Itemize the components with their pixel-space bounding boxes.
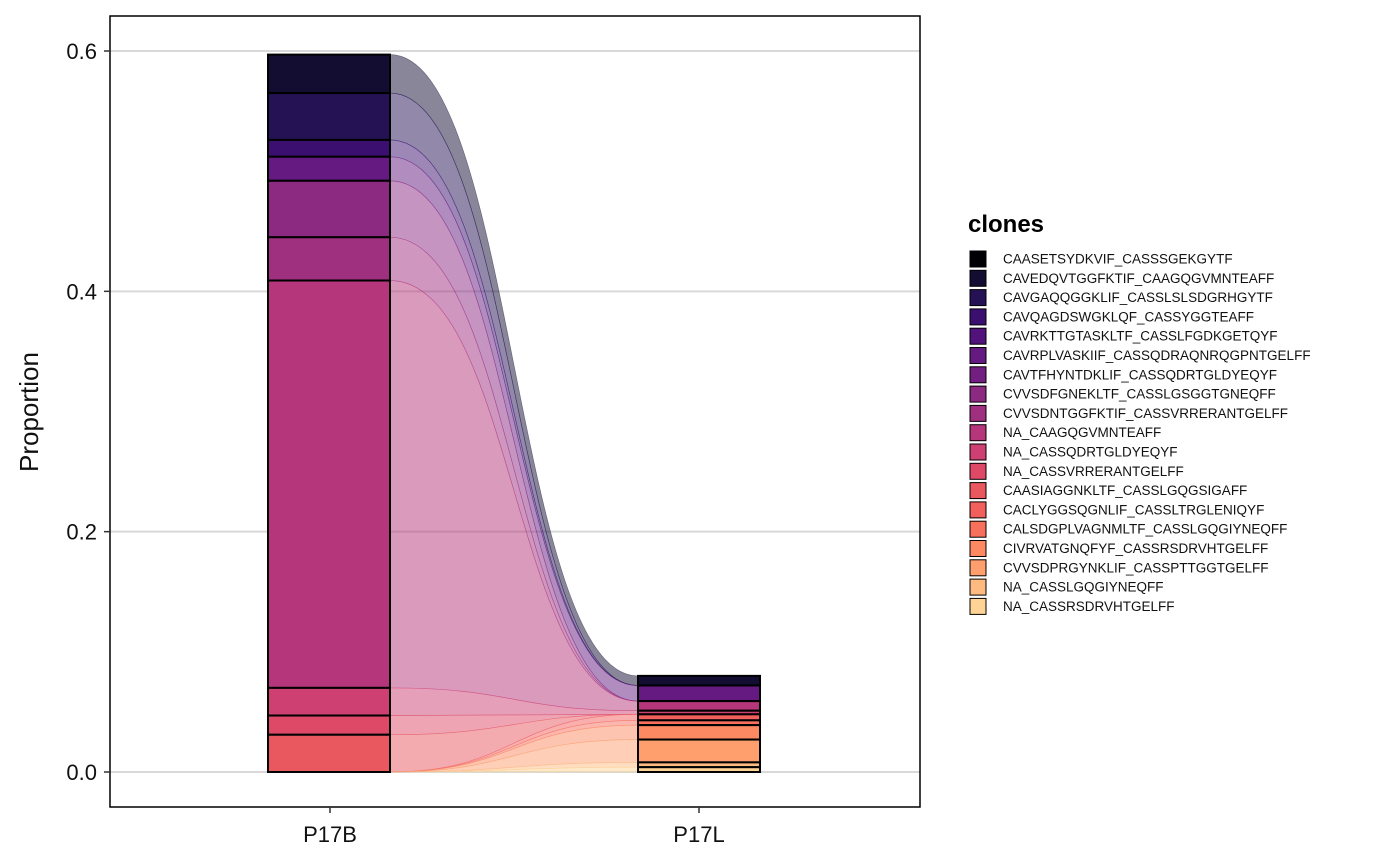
x-tick-label: P17B xyxy=(303,822,357,847)
legend-label: CAVTFHYNTDKLIF_CASSQDRTGLDYEQYF xyxy=(1003,367,1277,382)
legend-swatch xyxy=(969,424,987,442)
y-tick-label: 0.0 xyxy=(66,760,97,785)
legend-swatch xyxy=(969,366,987,384)
legend-label: NA_CASSVRRERANTGELFF xyxy=(1003,464,1184,479)
bar-segment-P17B-CAVGAQQGGKLIF_CASSLSLSDGRHGYTF xyxy=(267,92,391,141)
legend-swatch xyxy=(969,269,987,287)
x-tick-label: P17L xyxy=(673,822,724,847)
y-axis-title: Proportion xyxy=(14,352,44,472)
legend-swatch xyxy=(969,540,987,557)
legend-label: NA_CAAGQGVMNTEAFF xyxy=(1003,425,1161,440)
bar-segment-P17B-NA_CAAGQGVMNTEAFF xyxy=(267,279,391,689)
legend-label: CIVRVATGNQFYF_CASSRSDRVHTGELFF xyxy=(1003,541,1268,556)
bar-segment-P17L-CVVSDPRGYNKLIF_CASSPTTGGTGELFF xyxy=(637,738,761,764)
bar-segment-P17B-CAVEDQVTGGFKTIF_CAAGQGVMNTEAFF xyxy=(267,53,391,95)
legend-label: NA_CASSLGQGIYNEQFF xyxy=(1003,580,1164,595)
legend-label: CVVSDNTGGFKTIF_CASSVRRERANTGELFF xyxy=(1003,406,1288,421)
legend-title: clones xyxy=(968,211,1044,238)
legend-label: CAVEDQVTGGFKTIF_CAAGQGVMNTEAFF xyxy=(1003,271,1274,286)
bar-segment-P17L-NA_CAAGQGVMNTEAFF xyxy=(637,700,761,712)
legend-swatch xyxy=(969,520,987,538)
flow-NA_CAAGQGVMNTEAFF xyxy=(389,280,639,712)
plot-panel-border xyxy=(109,15,921,808)
legend-swatch xyxy=(969,597,987,615)
legend-label: CAVQAGDSWGKLQF_CASSYGGTEAFF xyxy=(1003,309,1254,324)
legend-swatch xyxy=(969,462,987,480)
bar-segment-P17L-CIVRVATGNQFYF_CASSRSDRVHTGELFF xyxy=(637,724,761,741)
legend-label: CALSDGPLVAGNMLTF_CASSLGQGIYNEQFF xyxy=(1003,522,1287,537)
legend-label: NA_CASSRSDRVHTGELFF xyxy=(1003,599,1175,614)
alluvial-flows xyxy=(389,54,639,773)
bar-segment-P17L-NA_CASSRSDRVHTGELFF xyxy=(637,766,761,774)
legend-swatch xyxy=(969,347,987,364)
legend-label: CACLYGGSQGNLIF_CASSLTRGLENIQYF xyxy=(1003,502,1264,517)
legend-swatch xyxy=(969,559,987,577)
legend-swatch xyxy=(969,385,987,403)
bar-segment-P17B-CVVSDNTGGFKTIF_CASSVRRERANTGELFF xyxy=(267,236,391,282)
bar-segment-P17B-CAVQAGDSWGKLQF_CASSYGGTEAFF xyxy=(267,138,391,158)
bar-segment-P17B-NA_CASSQDRTGLDYEQYF xyxy=(267,686,391,717)
y-tick-label: 0.2 xyxy=(66,520,97,545)
legend-swatch xyxy=(969,250,987,268)
legend-swatch xyxy=(969,308,987,326)
legend-swatch xyxy=(969,501,987,519)
bar-segment-P17L-CAVEDQVTGGFKTIF_CAAGQGVMNTEAFF xyxy=(637,674,761,687)
legend-label: CAVRPLVASKIIF_CASSQDRAQNRQGPNTGELFF xyxy=(1003,348,1311,363)
y-axis: 0.0 0.2 0.4 0.6 xyxy=(66,39,110,785)
legend-swatch xyxy=(969,482,987,500)
legend-swatch xyxy=(969,404,987,422)
bar-segment-P17B-CAVRPLVASKIIF_CASSQDRAQNRQGPNTGELFF xyxy=(267,155,391,182)
legend-swatch xyxy=(969,289,987,307)
x-axis: P17B P17L xyxy=(303,807,725,847)
bar-segment-P17B-CAASIAGGNKLTF_CASSLGQGSIGAFF xyxy=(267,733,391,774)
legend-label: CVVSDPRGYNKLIF_CASSPTTGGTGELFF xyxy=(1003,560,1269,575)
legend-swatch xyxy=(969,327,987,345)
legend-swatch xyxy=(969,443,987,461)
legend-label: NA_CASSQDRTGLDYEQYF xyxy=(1003,445,1178,460)
stacked-bars xyxy=(267,53,761,774)
legend-swatch xyxy=(969,578,987,596)
y-tick-label: 0.6 xyxy=(66,39,97,64)
legend-label: CVVSDFGNEKLTF_CASSLGSGGTGNEQFF xyxy=(1003,387,1276,402)
legend-label: CAASETSYDKVIF_CASSSGEKGYTF xyxy=(1003,252,1233,267)
bar-segment-P17L-CAVRPLVASKIIF_CASSQDRAQNRQGPNTGELFF xyxy=(637,684,761,703)
legend-label: CAVGAQQGGKLIF_CASSLSLSDGRHGYTF xyxy=(1003,290,1273,305)
legend-label: CAVRKTTGTASKLTF_CASSLFGDKGETQYF xyxy=(1003,329,1278,344)
legend: clones CAASETSYDKVIF_CASSSGEKGYTF CAVEDQV… xyxy=(968,211,1311,615)
bar-segment-P17B-CVVSDFGNEKLTF_CASSLGSGGTGNEQFF xyxy=(267,179,391,239)
y-tick-label: 0.4 xyxy=(66,279,97,304)
legend-label: CAASIAGGNKLTF_CASSLGQGSIGAFF xyxy=(1003,483,1247,498)
bar-segment-P17B-NA_CASSVRRERANTGELFF xyxy=(267,714,391,736)
